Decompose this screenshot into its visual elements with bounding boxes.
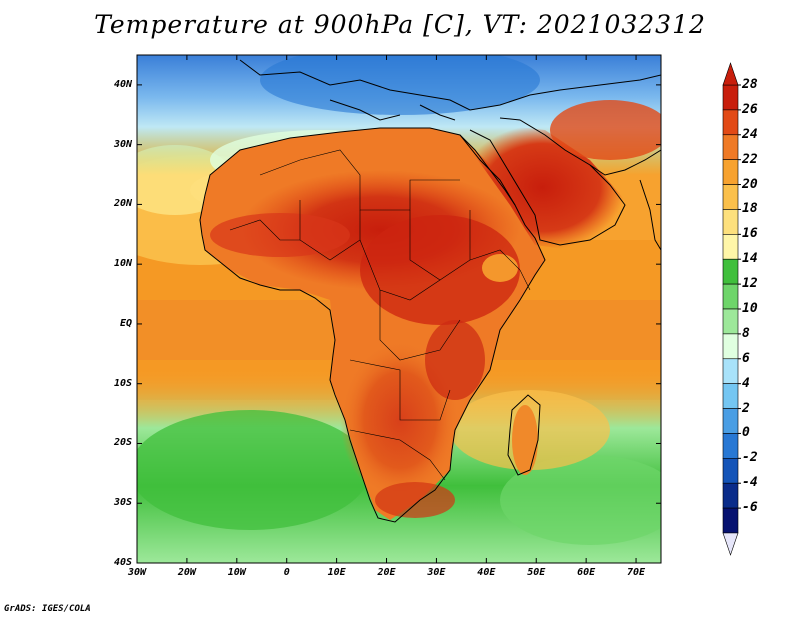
lat-label: 40N (113, 78, 132, 90)
colorbar-swatch (722, 358, 739, 384)
colorbar-label: 6 (742, 350, 750, 366)
colorbar-label: -2 (742, 450, 758, 466)
colorbar-swatch (722, 383, 739, 409)
colorbar-swatch (722, 333, 739, 360)
lon-label: 30W (127, 567, 147, 578)
lon-label: 30E (427, 567, 446, 578)
chart-title: Temperature at 900hPa [C], VT: 202103231… (94, 10, 706, 39)
field-east-africa-hot (425, 320, 485, 400)
coastlines (199, 59, 661, 523)
border-2 (299, 200, 361, 261)
colorbar-label: 28 (742, 77, 758, 92)
colorbar-label: 14 (742, 251, 758, 267)
greece-coast (419, 104, 456, 121)
border-4 (359, 239, 441, 301)
lon-label: 40E (477, 567, 496, 578)
lon-label: 60E (577, 567, 596, 578)
lon-label: 70E (627, 567, 646, 578)
border-7 (349, 429, 446, 481)
colorbar-swatch (722, 84, 739, 111)
colorbar (722, 62, 741, 556)
colorbar-label: 18 (742, 201, 758, 217)
colorbar-label: 10 (742, 301, 758, 316)
field-sudan-hot (360, 215, 520, 325)
colorbar-swatch (722, 209, 739, 235)
colorbar-label: 4 (742, 375, 750, 391)
field-madagascar (512, 405, 538, 475)
lat-label: 40S (113, 557, 132, 568)
field-south-atlantic-green (137, 410, 370, 530)
lon-label: 20E (377, 567, 396, 578)
colorbar-label: 2 (742, 400, 750, 416)
colorbar-bottom-arrow (722, 532, 739, 556)
colorbar-swatch (722, 283, 739, 310)
red-sea-west (459, 134, 516, 206)
colorbar-swatch (722, 234, 739, 260)
country-borders (229, 149, 531, 481)
colorbar-swatch (722, 408, 739, 434)
persian-gulf (589, 149, 661, 176)
field-sahel-hot (210, 213, 350, 257)
grads-credit: GrADS: IGES/COLA (4, 604, 91, 614)
lat-label: 30N (113, 138, 132, 150)
italy-coast (329, 99, 401, 121)
colorbar-label: 22 (742, 151, 758, 167)
field-ethiopia (482, 254, 518, 282)
colorbar-label: 26 (742, 101, 758, 117)
colorbar-top-arrow (722, 62, 739, 86)
lon-label: 50E (527, 567, 546, 578)
colorbar-label: 16 (742, 226, 758, 242)
temperature-field (137, 55, 661, 563)
colorbar-swatch (722, 482, 739, 509)
border-9 (469, 249, 531, 291)
lon-label: 20W (177, 567, 196, 578)
lat-label: 10S (113, 377, 132, 389)
colorbar-label: -4 (742, 475, 758, 491)
colorbar-swatch (722, 458, 739, 484)
colorbar-swatch (722, 507, 739, 534)
colorbar-label: 0 (742, 425, 750, 441)
colorbar-swatch (722, 184, 739, 210)
lon-label: 10E (327, 567, 346, 578)
colorbar-label: 24 (742, 126, 758, 142)
border-5 (379, 290, 461, 361)
border-1 (259, 149, 460, 211)
colorbar-label: 12 (742, 276, 758, 292)
border-8 (229, 219, 300, 241)
europe-coast (239, 59, 661, 111)
colorbar-swatch (722, 433, 739, 459)
india-coast (639, 179, 661, 251)
field-cape-hot (375, 482, 455, 518)
colorbar-swatch (722, 308, 739, 335)
lon-label: 10W (227, 567, 246, 578)
map-frame (136, 54, 662, 564)
colorbar-label: 20 (742, 176, 758, 192)
field-iran (550, 100, 661, 160)
border-6 (349, 359, 451, 421)
colorbar-swatch (722, 258, 739, 285)
colorbar-label: 8 (742, 325, 750, 341)
colorbar-swatch (722, 134, 739, 160)
madagascar-coast (507, 394, 541, 476)
colorbar-swatch (722, 159, 739, 185)
lat-label: 20S (113, 437, 132, 449)
colorbar-swatch (722, 109, 739, 136)
africa-coast (199, 127, 546, 523)
lat-label: 10N (113, 258, 132, 270)
colorbar-label: -6 (742, 500, 758, 516)
lat-label: EQ (119, 317, 132, 329)
axis-ticks (136, 55, 661, 564)
lon-label: 0 (283, 567, 290, 578)
arabia-coast (469, 117, 626, 246)
field-south-indian-green (500, 455, 661, 545)
lat-label: 20N (113, 198, 132, 210)
lat-label: 30S (113, 497, 132, 509)
